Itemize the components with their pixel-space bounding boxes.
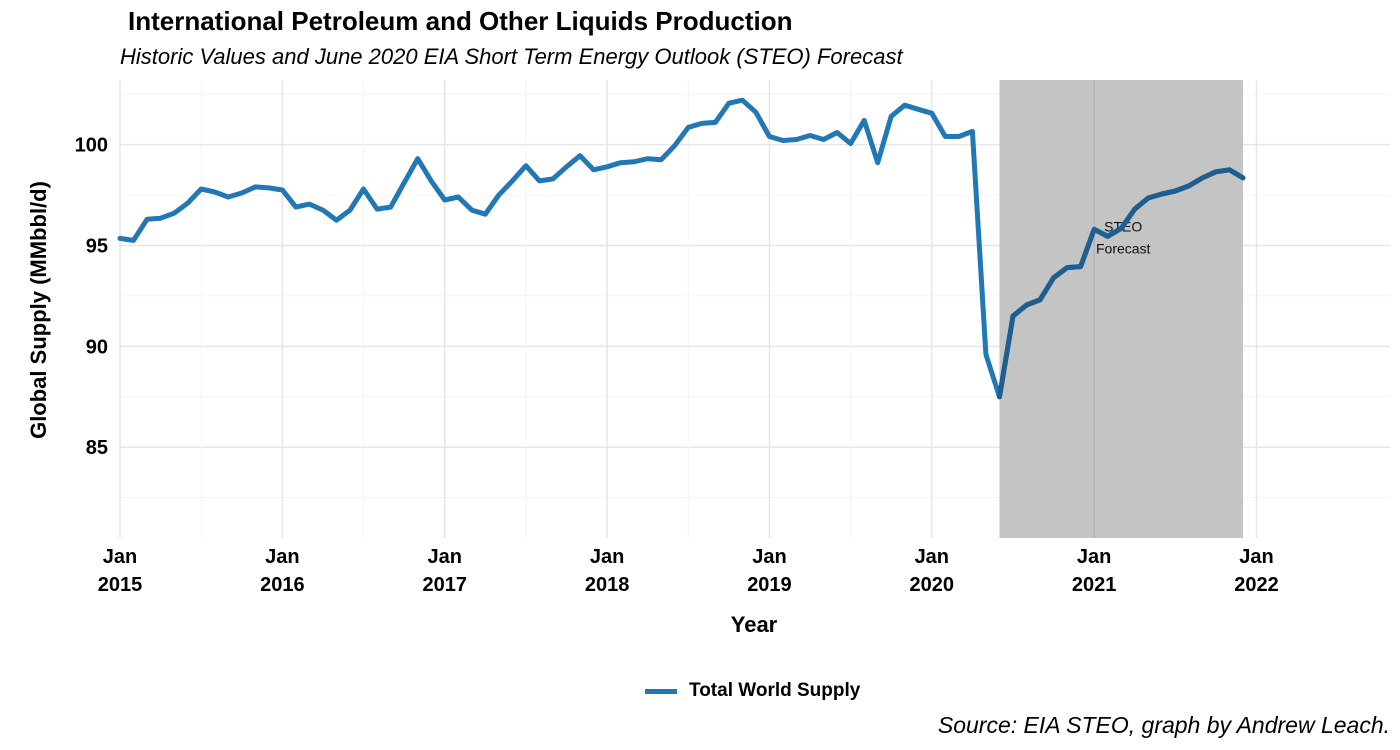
x-tick-label-month: Jan	[103, 546, 137, 568]
y-tick-label: 90	[86, 336, 108, 358]
x-tick-label-month: Jan	[1239, 546, 1273, 568]
legend-key-total-world-supply	[645, 688, 677, 694]
forecast-shade	[999, 80, 1243, 538]
x-tick-labels: Jan 2015 Jan 2016 Jan 2017 Jan 2018 Jan 2019 Jan 20…	[98, 546, 1279, 596]
y-tick-labels: 85 90 95 100	[75, 135, 108, 460]
legend: Total World Supply	[645, 680, 860, 702]
x-tick-label-year: 2016	[260, 574, 305, 596]
series-lines	[117, 97, 1246, 400]
x-tick-label-year: 2021	[1072, 574, 1117, 596]
x-axis-label: Year	[731, 612, 778, 637]
forecast-label-line2: Forecast	[1096, 240, 1151, 256]
y-tick-label: 85	[86, 437, 108, 459]
x-tick-label-month: Jan	[1077, 546, 1111, 568]
y-tick-label: 95	[86, 235, 108, 257]
legend-label: Total World Supply	[689, 680, 861, 701]
x-tick-label-year: 2022	[1234, 574, 1279, 596]
x-tick-label-year: 2017	[422, 574, 467, 596]
series-line-forecast-segment	[997, 167, 1246, 400]
y-tick-label: 100	[75, 135, 108, 157]
x-tick-label-month: Jan	[427, 546, 461, 568]
x-tick-label-month: Jan	[752, 546, 786, 568]
chart-subtitle: Historic Values and June 2020 EIA Short …	[120, 44, 903, 69]
x-tick-label-year: 2018	[585, 574, 630, 596]
y-axis-label: Global Supply (MMbbl/d)	[26, 181, 51, 439]
x-tick-label-month: Jan	[265, 546, 299, 568]
source-caption: Source: EIA STEO, graph by Andrew Leach.	[937, 712, 1390, 738]
x-tick-label-year: 2020	[910, 574, 955, 596]
x-tick-label-year: 2015	[98, 574, 143, 596]
x-tick-label-month: Jan	[915, 546, 949, 568]
x-tick-label-month: Jan	[590, 546, 624, 568]
chart-title: International Petroleum and Other Liquid…	[128, 6, 793, 36]
x-tick-label-year: 2019	[747, 574, 792, 596]
